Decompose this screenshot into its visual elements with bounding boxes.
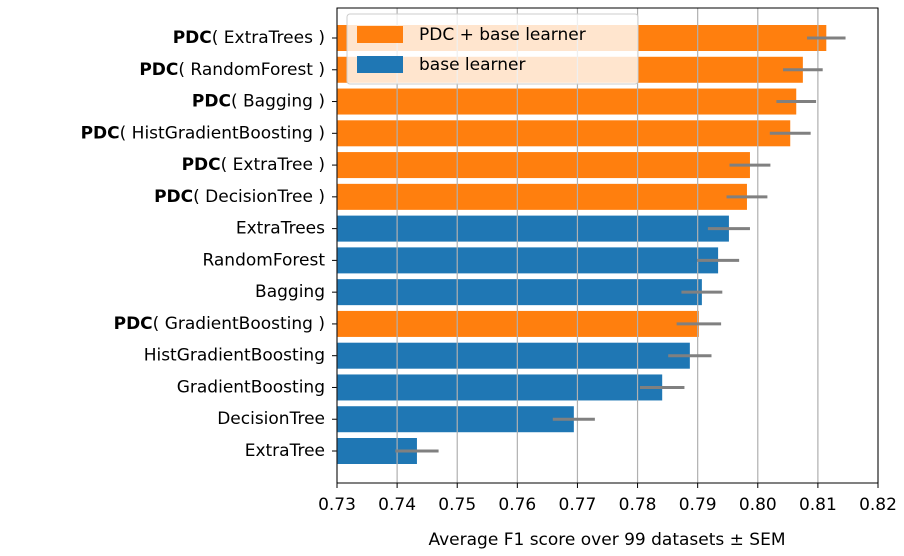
y-tick-label: ExtraTree [245,441,325,461]
bar [337,310,699,337]
y-tick-label: HistGradientBoosting [144,346,325,366]
x-tick-label: 0.74 [378,495,416,515]
bar [337,215,729,242]
x-tick-label: 0.77 [559,495,597,515]
y-tick-label: PDC( RandomForest ) [139,60,325,80]
legend-label: base learner [419,55,525,75]
y-tick-label: PDC( ExtraTrees ) [173,28,325,48]
y-tick-label: ExtraTrees [236,219,325,239]
bar [337,88,797,115]
bar [337,279,702,306]
legend-swatch [357,26,403,43]
bar [337,342,690,369]
y-tick-label: PDC( Bagging ) [192,92,325,112]
y-tick-label: DecisionTree [217,409,325,429]
bar [337,374,663,401]
bar [337,247,719,274]
x-tick-label: 0.78 [619,495,657,515]
x-tick-label: 0.80 [739,495,777,515]
legend-swatch [357,56,403,73]
y-tick-label: PDC( DecisionTree ) [154,187,325,207]
bar [337,406,574,433]
x-tick-label: 0.79 [679,495,717,515]
bar [337,120,791,147]
y-tick-label: PDC( GradientBoosting ) [114,314,325,334]
x-axis-label: Average F1 score over 99 datasets ± SEM [428,530,785,550]
x-tick-label: 0.82 [859,495,897,515]
y-tick-label: Bagging [255,282,325,302]
bar [337,183,747,210]
legend-box [346,13,639,85]
bar [337,152,750,179]
y-tick-label: GradientBoosting [177,377,325,397]
x-tick-label: 0.81 [799,495,837,515]
legend: PDC + base learner base learner [346,13,639,85]
y-tick-label: PDC( ExtraTree ) [182,155,325,175]
plot-frame [336,7,879,484]
x-tick-label: 0.75 [438,495,476,515]
y-tick-label: RandomForest [202,250,325,270]
x-tick-label: 0.73 [318,495,356,515]
y-tick-label: PDC( HistGradientBoosting ) [81,123,325,143]
legend-label: PDC + base learner [419,25,586,45]
x-tick-label: 0.76 [498,495,536,515]
